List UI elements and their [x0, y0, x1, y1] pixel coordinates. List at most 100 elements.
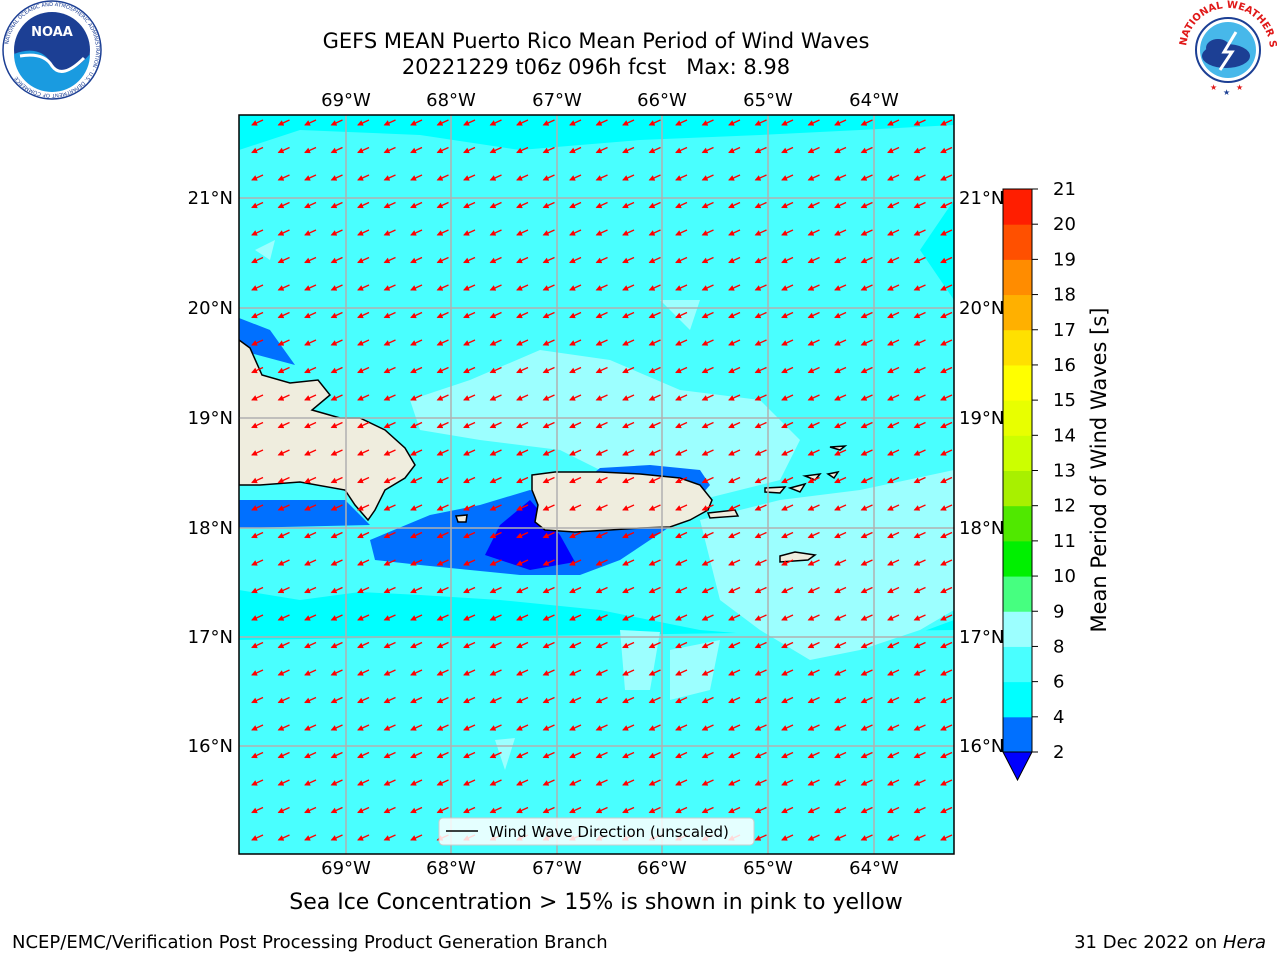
wind-arrow — [754, 311, 767, 319]
wind-arrow — [834, 834, 847, 841]
wind-arrow — [807, 669, 820, 676]
wind-arrow — [410, 339, 423, 346]
wind-arrow — [489, 476, 502, 484]
wind-arrow — [383, 806, 396, 814]
wind-arrow — [887, 119, 900, 126]
wind-arrow — [834, 394, 847, 401]
wind-arrow — [330, 394, 343, 401]
wind-arrow — [622, 256, 635, 264]
wind-arrow — [489, 146, 502, 154]
branch-credit: NCEP/EMC/Verification Post Processing Pr… — [12, 932, 608, 953]
wind-arrow — [940, 394, 953, 401]
wind-arrow — [489, 641, 502, 649]
wind-arrow — [701, 531, 714, 539]
wind-arrow — [860, 421, 873, 429]
colorbar-tick-label: 6 — [1053, 672, 1064, 693]
wind-arrow — [860, 366, 873, 374]
wind-arrow — [383, 641, 396, 649]
wind-arrow — [304, 696, 317, 704]
wind-arrow — [542, 806, 555, 814]
lat-label: 19°N — [188, 408, 233, 429]
lat-label: 18°N — [188, 518, 233, 539]
wind-arrow — [728, 229, 741, 236]
wind-arrow — [542, 119, 555, 126]
wind-arrow — [807, 806, 820, 814]
wind-arrow — [887, 641, 900, 649]
wind-arrow — [251, 119, 264, 126]
colorbar-segment — [1003, 611, 1032, 647]
wind-arrow — [913, 284, 926, 291]
wind-arrow — [436, 559, 449, 566]
wind-arrow — [622, 421, 635, 429]
wind-arrow — [542, 174, 555, 181]
wind-arrow — [251, 559, 264, 566]
wind-arrow — [436, 504, 449, 511]
wind-arrow — [860, 641, 873, 649]
wind-arrow — [489, 669, 502, 676]
wind-arrow — [410, 559, 423, 566]
colorbar-tick-label: 8 — [1053, 636, 1064, 657]
wind-arrow — [834, 641, 847, 649]
wind-arrow — [701, 696, 714, 704]
wind-arrow — [807, 504, 820, 511]
wind-arrow — [728, 806, 741, 814]
wind-arrow — [277, 394, 290, 401]
wind-arrow — [622, 394, 635, 401]
wind-arrow — [622, 586, 635, 594]
wind-arrow — [330, 449, 343, 456]
wind-arrow — [383, 751, 396, 759]
wind-arrow — [516, 559, 529, 566]
wind-arrow — [754, 724, 767, 731]
wind-arrow — [569, 394, 582, 401]
wind-arrow — [940, 751, 953, 759]
wind-arrow — [648, 366, 661, 374]
wind-arrow — [436, 201, 449, 209]
lon-label: 66°W — [637, 858, 687, 879]
wind-arrow — [807, 284, 820, 291]
wind-arrow — [701, 366, 714, 374]
wind-arrow — [357, 146, 370, 154]
wind-arrow — [516, 421, 529, 429]
wind-arrow — [648, 229, 661, 236]
wind-arrow — [436, 641, 449, 649]
wind-arrow — [542, 779, 555, 786]
wind-arrow — [622, 504, 635, 511]
wind-arrow — [516, 119, 529, 126]
wind-arrow — [489, 531, 502, 539]
wind-arrow — [436, 806, 449, 814]
wind-arrow — [357, 806, 370, 814]
colorbar-tick-label: 9 — [1053, 601, 1064, 622]
wind-arrow — [781, 724, 794, 731]
wind-arrow — [807, 119, 820, 126]
wind-arrow — [489, 174, 502, 181]
wind-arrow — [834, 696, 847, 704]
wind-arrow — [410, 751, 423, 759]
wind-arrow — [781, 339, 794, 346]
wind-arrow — [675, 229, 688, 236]
wind-arrow — [595, 256, 608, 264]
lat-label: 21°N — [188, 188, 233, 209]
wind-arrow — [675, 174, 688, 181]
wind-arrow — [781, 806, 794, 814]
wind-arrow — [834, 229, 847, 236]
wind-arrow — [648, 641, 661, 649]
wind-arrow — [834, 174, 847, 181]
wind-arrow — [436, 256, 449, 264]
wind-arrow — [489, 806, 502, 814]
lon-labels-top: 69°W 68°W 67°W 66°W 65°W 64°W — [321, 90, 899, 111]
wind-arrow — [595, 531, 608, 539]
wind-arrow — [489, 394, 502, 401]
wind-arrow — [463, 174, 476, 181]
wind-arrow — [436, 394, 449, 401]
wind-arrow — [807, 751, 820, 759]
wind-arrow — [463, 256, 476, 264]
wind-arrow — [807, 201, 820, 209]
wind-arrow — [807, 256, 820, 264]
wind-arrow — [569, 559, 582, 566]
wind-arrow — [728, 201, 741, 209]
wind-arrow — [940, 559, 953, 566]
wind-arrow — [887, 559, 900, 566]
wind-arrow — [330, 724, 343, 731]
wind-arrow — [701, 779, 714, 786]
wind-arrow — [436, 669, 449, 676]
